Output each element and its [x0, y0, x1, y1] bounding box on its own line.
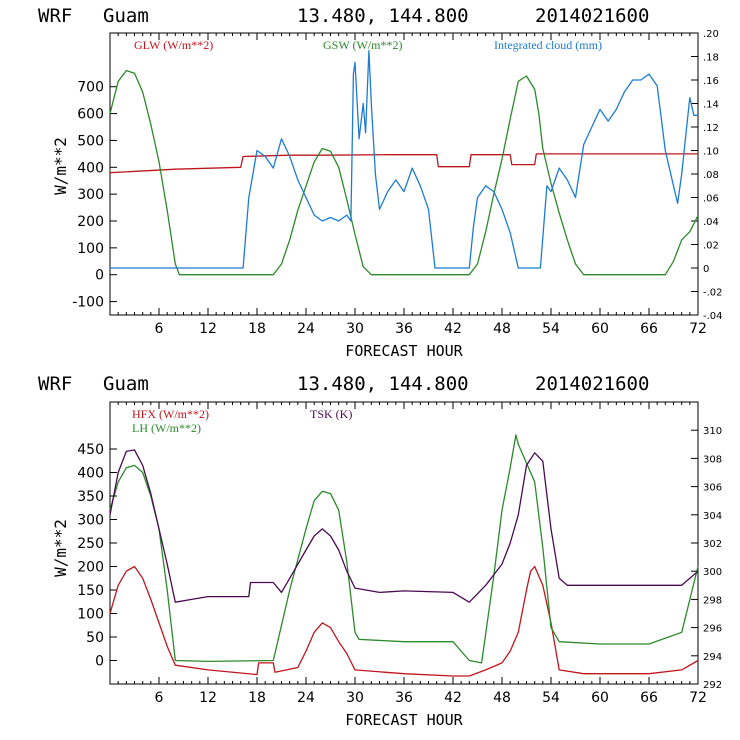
chart-2-y2-tick-label: 292: [703, 680, 722, 691]
chart-2-y-tick-label: 350: [77, 489, 104, 505]
chart-2-y-tick-label: 300: [77, 513, 104, 529]
chart-1-y-tick-label: 700: [77, 80, 104, 96]
chart-1-coords: 13.480, 144.800: [297, 5, 469, 27]
legend-gsw: GSW (W/m**2): [323, 38, 402, 52]
chart-1-y2-tick-label: .12: [703, 123, 719, 134]
legend-tsk: TSK (K): [310, 407, 352, 421]
chart-2-y2-tick-label: 294: [703, 652, 722, 663]
chart-1-y2-tick-label: 0: [703, 264, 709, 275]
chart-1-x-tick-label: 36: [395, 321, 413, 337]
chart-1-ticks: 6 12 18 24 30 36 42 48 54 60 66 72 -100 0 100 200 300 400…: [72, 29, 722, 337]
chart-1-series-glw: [109, 153, 698, 174]
chart-1-y2-tick-label: .14: [703, 100, 719, 111]
chart-1-y-tick-label: 0: [95, 268, 104, 284]
chart-1-x-tick-label: 48: [493, 321, 511, 337]
chart-1-x-tick-label: 66: [640, 321, 658, 337]
chart-2-y2-tick-label: 308: [703, 454, 722, 465]
chart-1-model: WRF: [38, 5, 72, 27]
chart-2-model: WRF: [38, 373, 72, 395]
chart-2-x-tick-label: 36: [395, 690, 413, 706]
chart-2-init-time: 2014021600: [535, 373, 649, 395]
chart-1-y-tick-label: 200: [77, 214, 104, 230]
chart-1-series-gsw: [109, 69, 699, 276]
chart-1: WRF Guam 13.480, 144.800 2014021600 6 12 1…: [38, 5, 723, 360]
chart-1-x-tick-label: 60: [591, 321, 609, 337]
chart-1-init-time: 2014021600: [535, 5, 649, 27]
chart-2-y2-tick-label: 306: [703, 483, 722, 494]
chart-2-series: [109, 434, 699, 677]
chart-1-y2-tick-label: .20: [703, 29, 719, 40]
chart-1-y2-tick-label: .04: [703, 217, 719, 228]
chart-1-y2-tick-label: .02: [703, 241, 719, 252]
chart-2-x-tick-label: 66: [640, 690, 658, 706]
chart-1-y2-tick-label: .16: [703, 76, 719, 87]
chart-1-x-tick-label: 42: [444, 321, 462, 337]
chart-1-x-tick-label: 30: [346, 321, 364, 337]
chart-1-x-tick-label: 6: [155, 321, 164, 337]
chart-2-x-tick-label: 12: [199, 690, 217, 706]
chart-1-y-tick-label: 100: [77, 241, 104, 257]
chart-1-y2-tick-label: .08: [703, 170, 719, 181]
chart-1-y2-tick-label: .18: [703, 53, 719, 64]
chart-1-y2-tick-label: -.02: [703, 288, 723, 299]
legend-hfx: HFX (W/m**2): [132, 407, 209, 421]
chart-2-y-tick-label: 50: [86, 630, 104, 646]
chart-1-y-axis-label: W/m**2: [51, 137, 70, 195]
chart-2-series-hfx: [109, 565, 699, 677]
chart-2-x-tick-label: 72: [689, 690, 707, 706]
chart-2-series-lh: [109, 434, 699, 664]
chart-1-plot-area: [109, 32, 699, 316]
chart-2-x-tick-label: 24: [297, 690, 315, 706]
chart-2-x-tick-label: 6: [155, 690, 164, 706]
chart-2-x-tick-label: 54: [542, 690, 560, 706]
legend-glw: GLW (W/m**2): [134, 38, 213, 52]
chart-2-x-tick-label: 18: [248, 690, 266, 706]
chart-2-y-axis-label: W/m**2: [51, 519, 70, 577]
chart-2-y2-tick-label: 310: [703, 426, 722, 437]
chart-2-x-tick-label: 42: [444, 690, 462, 706]
legend-lh: LH (W/m**2): [132, 421, 201, 435]
chart-2-ticks: 6 12 18 24 30 36 42 48 54 60 66 72 0 50 100 150 200 250 30…: [77, 402, 722, 706]
chart-2-y2-tick-label: 304: [703, 511, 722, 522]
chart-2-y-tick-label: 200: [77, 560, 104, 576]
chart-1-y-tick-label: 300: [77, 187, 104, 203]
chart-2-y-tick-label: 400: [77, 466, 104, 482]
chart-2-y2-tick-label: 298: [703, 595, 722, 606]
chart-1-x-tick-label: 72: [689, 321, 707, 337]
chart-2-coords: 13.480, 144.800: [297, 373, 469, 395]
chart-1-series: [109, 49, 699, 276]
chart-1-y2-tick-label: .06: [703, 194, 719, 205]
chart-1-y-tick-label: 600: [77, 107, 104, 123]
chart-1-y-tick-label: 500: [77, 133, 104, 149]
chart-2: WRF Guam 13.480, 144.800 2014021600 6 12 1…: [38, 373, 722, 729]
chart-1-y2-tick-label: .10: [703, 147, 719, 158]
chart-2-station: Guam: [103, 373, 149, 395]
chart-2-y-tick-label: 100: [77, 607, 104, 623]
chart-1-y-tick-label: 400: [77, 160, 104, 176]
legend-cloud: Integrated cloud (mm): [494, 38, 602, 52]
chart-2-x-tick-label: 48: [493, 690, 511, 706]
chart-2-x-axis-label: FORECAST HOUR: [345, 711, 463, 729]
chart-1-station: Guam: [103, 5, 149, 27]
chart-1-y2-tick-label: -.04: [703, 311, 723, 322]
chart-1-x-tick-label: 54: [542, 321, 560, 337]
chart-1-x-tick-label: 24: [297, 321, 315, 337]
chart-1-x-axis-label: FORECAST HOUR: [345, 342, 463, 360]
chart-2-y2-tick-label: 296: [703, 624, 722, 635]
chart-2-y-tick-label: 450: [77, 442, 104, 458]
chart-2-y-tick-label: 150: [77, 583, 104, 599]
chart-2-x-tick-label: 30: [346, 690, 364, 706]
chart-2-y-tick-label: 250: [77, 536, 104, 552]
chart-1-y-tick-label: -100: [72, 295, 104, 311]
chart-2-series-tsk: [109, 449, 699, 603]
chart-2-y-tick-label: 0: [95, 654, 104, 670]
chart-2-y2-tick-label: 300: [703, 567, 722, 578]
chart-2-y2-tick-label: 302: [703, 539, 722, 550]
chart-1-series-cloud: [110, 49, 698, 269]
chart-1-x-tick-label: 18: [248, 321, 266, 337]
chart-1-x-tick-label: 12: [199, 321, 217, 337]
chart-2-x-tick-label: 60: [591, 690, 609, 706]
